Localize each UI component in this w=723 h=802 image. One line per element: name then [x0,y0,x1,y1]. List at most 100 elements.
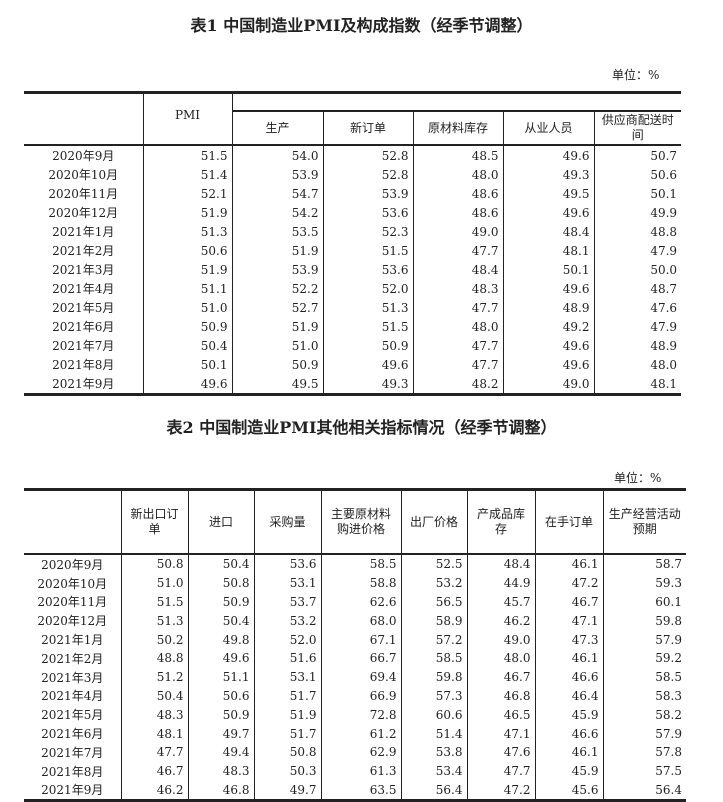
column-header: 原材料库存 [412,110,503,146]
row-label: 2021年2月 [52,244,115,258]
row-label: 2021年8月 [52,358,115,372]
cell-value: 48.6 [412,203,503,222]
table-row: 2020年9月 51.5 54.0 52.8 48.5 49.6 50.7 [24,145,682,165]
cell-value: 47.1 [466,724,535,743]
cell-value: 51.7 [253,724,321,743]
table-row: 2021年7月 50.4 51.0 50.9 47.7 49.6 48.9 [24,336,682,355]
cell-value: 46.6 [534,724,603,743]
table1: PMI 生产 新订单 原材料库存 从业人员 供应商配送时间 2020年9月 51.5 54.… [24,91,682,396]
cell-value: 52.1 [142,184,232,203]
column-header: 在手订单 [534,489,603,555]
table-row: 2021年8月 50.1 50.9 49.6 47.7 49.6 48.0 [24,355,682,374]
table-row: 2020年12月 51.9 54.2 53.6 48.6 49.6 49.9 [24,203,682,222]
cell-value: 49.7 [187,724,254,743]
cell-value: 48.1 [502,241,594,260]
cell-value: 62.9 [320,742,401,762]
cell-value: 56.5 [400,592,467,612]
cell-value: 53.7 [253,592,321,612]
row-label: 2021年3月 [52,263,115,277]
cell-value: 50.1 [593,184,682,203]
cell-value: 48.0 [412,317,503,336]
cell-value: 49.6 [322,355,413,374]
row-label: 2021年7月 [41,745,104,760]
cell-value: 59.8 [400,667,467,687]
cell-value: 49.5 [231,374,323,395]
cell-value: 47.7 [412,298,503,317]
cell-value: 46.2 [466,611,535,631]
table-row: 2021年6月 50.9 51.9 51.5 48.0 49.2 47.9 [24,317,682,336]
cell-value: 56.4 [602,780,686,801]
cell-value: 52.0 [253,630,321,649]
cell-value: 49.6 [142,374,232,395]
cell-value: 50.4 [142,336,232,355]
cell-value: 50.1 [142,355,232,374]
cell-value: 46.7 [120,761,188,781]
cell-value: 53.1 [253,667,321,687]
cell-value: 49.2 [502,317,594,336]
column-header: 新出口订单 [120,489,188,555]
cell-value: 49.3 [502,165,594,184]
table-row: 2021年4月 50.4 50.6 51.7 66.9 57.3 46.8 46.4 58.3 [24,686,686,706]
cell-value: 50.8 [187,573,254,593]
cell-value: 53.1 [253,573,321,593]
row-label: 2021年9月 [52,377,115,391]
cell-value: 48.0 [466,648,535,668]
table-row: 2021年1月 51.3 53.5 52.3 49.0 48.4 48.8 [24,222,682,241]
table1-title: 表1 中国制造业PMI及构成指数（经季节调整） [190,16,533,35]
cell-value: 50.3 [253,761,321,781]
table-row: 2021年6月 48.1 49.7 51.7 61.2 51.4 47.1 46.6 57.9 [24,724,686,743]
cell-value: 50.4 [187,611,254,631]
table-row: 2021年5月 51.0 52.7 51.3 47.7 48.9 47.6 [24,298,682,317]
cell-value: 44.9 [466,573,535,593]
row-label: 2021年6月 [41,727,104,742]
cell-value: 51.5 [120,592,188,612]
cell-value: 60.6 [400,705,467,725]
cell-value: 63.5 [320,780,401,801]
cell-value: 57.9 [602,724,686,743]
cell-value: 48.6 [412,184,503,203]
row-label: 2021年2月 [41,651,104,666]
cell-value: 51.3 [120,611,188,631]
cell-value: 49.4 [187,742,254,762]
table-row: 2021年2月 48.8 49.6 51.6 66.7 58.5 48.0 46.1 59.2 [24,648,686,668]
cell-value: 52.5 [400,554,467,574]
cell-value: 58.9 [400,611,467,631]
cell-value: 52.2 [231,279,323,298]
corner-cell [24,489,121,555]
cell-value: 52.7 [231,298,323,317]
header-pmi: PMI [142,92,232,146]
cell-value: 61.3 [320,761,401,781]
cell-value: 50.0 [593,260,682,279]
cell-value: 51.9 [142,260,232,279]
cell-value: 49.0 [502,374,594,395]
cell-value: 66.9 [320,686,401,706]
cell-value: 57.5 [602,761,686,781]
cell-value: 51.1 [142,279,232,298]
cell-value: 48.4 [502,222,594,241]
cell-value: 62.6 [320,592,401,612]
corner-cell [24,92,143,146]
row-label: 2020年10月 [48,168,119,182]
cell-value: 57.9 [602,630,686,649]
cell-value: 50.4 [187,554,254,574]
cell-value: 53.8 [400,742,467,762]
cell-value: 47.7 [120,742,188,762]
cell-value: 59.3 [602,573,686,593]
cell-value: 58.8 [320,573,401,593]
cell-value: 51.9 [231,317,323,336]
cell-value: 49.6 [502,279,594,298]
cell-value: 49.6 [502,203,594,222]
cell-value: 48.4 [466,554,535,574]
cell-value: 58.5 [400,648,467,668]
cell-value: 45.9 [534,761,603,781]
cell-value: 51.3 [322,298,413,317]
cell-value: 48.8 [120,648,188,668]
row-label: 2020年9月 [41,557,104,572]
cell-value: 50.9 [187,592,254,612]
table-row: 2020年9月 50.8 50.4 53.6 58.5 52.5 48.4 46.1 58.7 [24,554,686,574]
cell-value: 57.8 [602,742,686,762]
row-label: 2021年1月 [52,225,115,239]
cell-value: 50.6 [187,686,254,706]
cell-value: 46.4 [534,686,603,706]
cell-value: 53.2 [253,611,321,631]
